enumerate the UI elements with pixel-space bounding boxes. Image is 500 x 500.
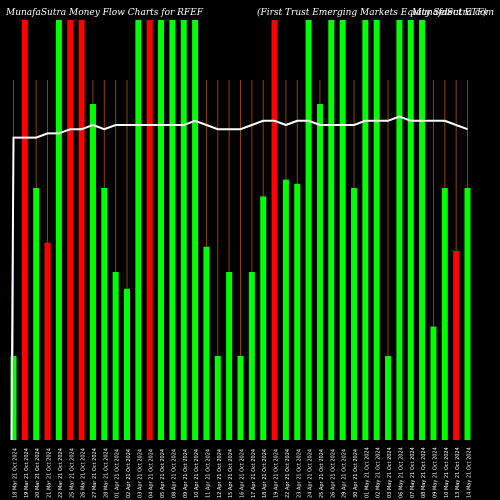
x-tick-label: 09 Apr 21 Oct 2024	[183, 449, 189, 498]
x-tick-label: 22 Mar 21 Oct 2024	[58, 448, 64, 498]
bar	[260, 196, 267, 440]
x-tick-label: 28 Mar 21 Oct 2024	[103, 448, 109, 498]
x-tick-label: 23 Apr 21 Oct 2024	[296, 449, 302, 498]
x-tick-label: 20 Mar 21 Oct 2024	[35, 448, 41, 498]
x-tick-label: 30 Apr 21 Oct 2024	[353, 449, 359, 498]
x-tick-label: 10 Apr 21 Oct 2024	[194, 449, 200, 498]
bar	[67, 20, 74, 440]
bar	[78, 20, 85, 440]
x-tick-label: 22 Apr 21 Oct 2024	[285, 449, 291, 498]
x-tick-label: 06 May 21 Oct 2024	[398, 447, 404, 498]
bar	[101, 188, 108, 440]
x-tick-label: 05 Apr 21 Oct 2024	[160, 449, 166, 498]
bar	[169, 20, 176, 440]
x-tick-label: 14 May 21 Oct 2024	[467, 447, 473, 498]
x-tick-label: 27 Mar 21 Oct 2024	[92, 448, 98, 498]
bar	[89, 104, 96, 440]
bar	[158, 20, 165, 440]
x-tick-label: 18 Mar 21 Oct 2024	[13, 448, 19, 498]
x-tick-label: 18 Apr 21 Oct 2024	[262, 449, 268, 498]
header-left: MunafaSutra Money Flow Charts for RFEF	[6, 8, 203, 18]
bar	[351, 188, 357, 440]
bar	[124, 288, 130, 440]
bar	[248, 272, 255, 440]
bar	[396, 20, 403, 440]
x-tick-label: 29 Apr 21 Oct 2024	[342, 449, 348, 498]
bar	[203, 246, 210, 440]
x-tick-label: 10 May 21 Oct 2024	[444, 447, 450, 498]
bar	[464, 188, 471, 440]
bar	[362, 20, 369, 440]
x-tick-label: 24 Apr 21 Oct 2024	[308, 449, 314, 498]
bar	[441, 188, 448, 440]
x-tick-label: 19 Mar 21 Oct 2024	[24, 448, 30, 498]
x-tick-label: 08 Apr 21 Oct 2024	[171, 449, 177, 498]
x-tick-label: 25 Apr 21 Oct 2024	[319, 449, 325, 498]
x-tick-label: 08 May 21 Oct 2024	[421, 447, 427, 498]
bar	[339, 20, 346, 440]
bar	[192, 20, 199, 440]
bar	[21, 20, 28, 440]
bar	[135, 20, 142, 440]
x-tick-label: 12 Apr 21 Oct 2024	[217, 449, 223, 498]
bar	[294, 183, 301, 441]
x-tick-label: 03 Apr 21 Oct 2024	[137, 449, 143, 498]
x-tick-label: 19 Apr 21 Oct 2024	[274, 449, 280, 498]
bar	[373, 20, 380, 440]
bar	[112, 272, 119, 440]
bar	[430, 326, 437, 440]
bar	[33, 188, 40, 440]
bar	[271, 20, 278, 440]
bar	[44, 242, 51, 440]
bar	[55, 20, 62, 440]
header-middle: (First Trust Emerging Markets Equity Sel…	[257, 8, 487, 18]
x-tick-label: 04 Apr 21 Oct 2024	[149, 449, 155, 498]
bar	[10, 356, 17, 440]
x-tick-label: 25 Mar 21 Oct 2024	[69, 448, 75, 498]
x-tick-label: 02 May 21 Oct 2024	[376, 447, 382, 498]
x-tick-label: 13 May 21 Oct 2024	[455, 447, 461, 498]
bar	[407, 20, 414, 440]
bars-group	[10, 20, 471, 441]
x-tick-label: 11 Apr 21 Oct 2024	[205, 449, 211, 498]
bar	[419, 20, 426, 440]
x-tick-label: 26 Apr 21 Oct 2024	[330, 449, 336, 498]
bar	[237, 356, 244, 440]
bar	[214, 356, 221, 440]
x-tick-label: 17 Apr 21 Oct 2024	[251, 449, 257, 498]
x-tick-label: 01 May 21 Oct 2024	[364, 447, 370, 498]
x-tick-label: 15 Apr 21 Oct 2024	[228, 449, 234, 498]
bar	[146, 20, 153, 440]
bar	[282, 179, 289, 440]
bar	[385, 356, 392, 440]
x-tick-label: 02 Apr 21 Oct 2024	[126, 449, 132, 498]
x-tick-label: 16 Apr 21 Oct 2024	[240, 449, 246, 498]
bar	[226, 272, 233, 440]
bar	[305, 20, 312, 440]
bar	[328, 20, 335, 440]
bar	[180, 20, 187, 440]
x-tick-label: 03 May 21 Oct 2024	[387, 447, 393, 498]
x-tick-label: 07 May 21 Oct 2024	[410, 447, 416, 498]
x-tick-label: 26 Mar 21 Oct 2024	[81, 448, 87, 498]
money-flow-line	[10, 115, 468, 441]
bar	[316, 104, 323, 440]
bar	[453, 251, 460, 440]
x-tick-labels: 18 Mar 21 Oct 2024 19 Mar 21 Oct 2024 20 M…	[13, 447, 473, 498]
x-tick-label: 01 Apr 21 Oct 2024	[115, 449, 121, 498]
header-right: MunafaSutra.com	[412, 8, 494, 18]
x-tick-label: 09 May 21 Oct 2024	[432, 447, 438, 498]
x-tick-label: 21 Mar 21 Oct 2024	[47, 448, 53, 498]
